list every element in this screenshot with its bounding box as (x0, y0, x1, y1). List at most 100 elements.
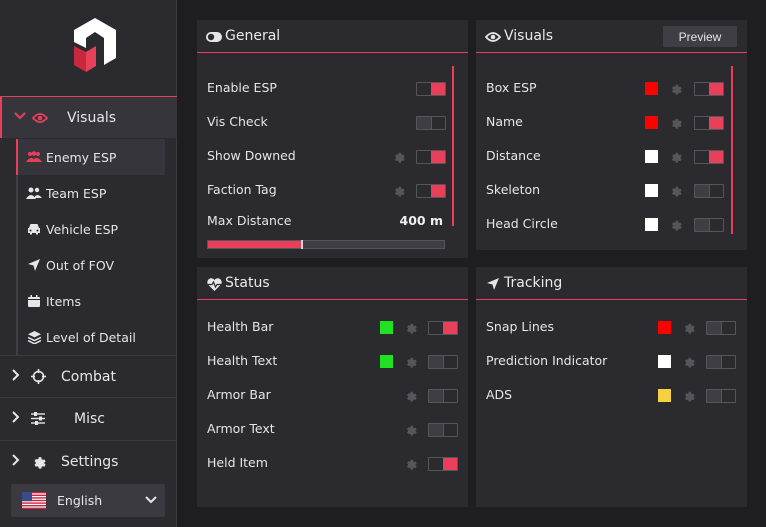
armor-bar-toggle[interactable] (428, 389, 458, 403)
nav-visuals[interactable]: Visuals (0, 96, 177, 138)
sidebar-item-level-of-detail[interactable]: Level of Detail (16, 319, 165, 355)
gear-icon[interactable] (404, 355, 417, 368)
color-swatch[interactable] (658, 389, 671, 402)
held-item-toggle[interactable] (428, 457, 458, 471)
nav-combat[interactable]: Combat (0, 355, 177, 397)
panel-title: General (225, 28, 281, 44)
sidebar-item-label: Items (46, 293, 81, 309)
setting-label: Health Text (207, 353, 278, 368)
sidebar-item-label: Level of Detail (46, 329, 136, 345)
setting-row-name: Name (476, 105, 747, 139)
gear-icon[interactable] (682, 321, 695, 334)
box-esp-toggle[interactable] (694, 82, 724, 96)
color-swatch[interactable] (658, 355, 671, 368)
color-swatch[interactable] (380, 355, 393, 368)
gear-icon[interactable] (682, 355, 695, 368)
sidebar-item-enemy-esp[interactable]: Enemy ESP (16, 139, 165, 175)
scrollbar[interactable] (731, 66, 733, 234)
gear-icon[interactable] (404, 321, 417, 334)
setting-label: Skeleton (486, 182, 541, 197)
setting-label: Held Item (207, 455, 268, 470)
setting-label: Box ESP (486, 80, 537, 95)
head-circle-toggle[interactable] (694, 218, 724, 232)
sidebar-item-out-of-fov[interactable]: Out of FOV (16, 247, 165, 283)
sidebar-item-team-esp[interactable]: Team ESP (16, 175, 165, 211)
nav-settings[interactable]: Settings (0, 440, 177, 482)
eye-icon (32, 110, 48, 126)
calendar-icon (26, 293, 42, 309)
sidebar-item-vehicle-esp[interactable]: Vehicle ESP (16, 211, 165, 247)
color-swatch[interactable] (658, 321, 671, 334)
armor-text-toggle[interactable] (428, 423, 458, 437)
visuals-header: Visuals Preview (476, 20, 747, 53)
setting-row-ads: ADS (476, 378, 747, 412)
chevron-down-icon (145, 493, 157, 508)
vis-check-toggle[interactable] (416, 116, 446, 130)
setting-label: Prediction Indicator (486, 353, 608, 368)
color-swatch[interactable] (380, 321, 393, 334)
gear-icon[interactable] (682, 389, 695, 402)
gear-icon[interactable] (404, 389, 417, 402)
gear-icon[interactable] (392, 150, 405, 163)
ads-toggle[interactable] (706, 389, 736, 403)
sidebar-item-items[interactable]: Items (16, 283, 165, 319)
gear-icon[interactable] (669, 184, 682, 197)
color-swatch[interactable] (645, 184, 658, 197)
toggle-icon (206, 29, 222, 45)
setting-label: ADS (486, 387, 513, 402)
slider-handle[interactable] (301, 240, 304, 249)
nav-misc[interactable]: Misc (0, 397, 177, 439)
gear-icon[interactable] (392, 184, 405, 197)
max-distance-slider[interactable] (207, 240, 445, 249)
gear-icon[interactable] (669, 150, 682, 163)
eye-icon (485, 29, 501, 45)
general-panel: General Enable ESP Vis Check Show Downed… (197, 20, 468, 258)
show-downed-toggle[interactable] (416, 150, 446, 164)
us-flag-icon (22, 492, 46, 509)
faction-tag-toggle[interactable] (416, 184, 446, 198)
skeleton-toggle[interactable] (694, 184, 724, 198)
preview-button[interactable]: Preview (663, 26, 737, 47)
gear-icon[interactable] (404, 457, 417, 470)
distance-toggle[interactable] (694, 150, 724, 164)
setting-label: Distance (486, 148, 541, 163)
color-swatch[interactable] (645, 218, 658, 231)
health-bar-toggle[interactable] (428, 321, 458, 335)
setting-row-head-circle: Head Circle (476, 207, 747, 241)
heartbeat-icon (206, 276, 222, 292)
setting-label: Vis Check (207, 114, 268, 129)
color-swatch[interactable] (645, 150, 658, 163)
gear-icon (30, 454, 46, 470)
layers-icon (26, 329, 42, 345)
setting-row-armor-text: Armor Text (197, 412, 468, 446)
setting-row-armor-bar: Armor Bar (197, 378, 468, 412)
gear-icon[interactable] (669, 82, 682, 95)
setting-label: Armor Text (207, 421, 275, 436)
color-swatch[interactable] (645, 116, 658, 129)
scrollbar[interactable] (452, 66, 454, 226)
status-panel: Status Health Bar Health Text Armor Bar Arm… (197, 267, 468, 507)
gear-icon[interactable] (404, 423, 417, 436)
enable-esp-toggle[interactable] (416, 82, 446, 96)
sidebar-item-label: Out of FOV (46, 257, 115, 273)
nav-misc-label: Misc (74, 410, 105, 427)
panel-title: Tracking (504, 275, 563, 291)
gear-icon[interactable] (669, 116, 682, 129)
users-icon (26, 149, 42, 165)
setting-row-vis-check: Vis Check (197, 105, 468, 139)
name-toggle[interactable] (694, 116, 724, 130)
snap-lines-toggle[interactable] (706, 321, 736, 335)
health-text-toggle[interactable] (428, 355, 458, 369)
setting-label: Enable ESP (207, 80, 277, 95)
gear-icon[interactable] (669, 218, 682, 231)
prediction-indicator-toggle[interactable] (706, 355, 736, 369)
general-header: General (197, 20, 468, 53)
setting-row-enable-esp: Enable ESP (197, 71, 468, 105)
tracking-header: Tracking (476, 267, 747, 300)
panel-title: Status (225, 275, 270, 291)
language-select[interactable]: English (11, 484, 165, 517)
sidebar-item-label: Team ESP (46, 185, 107, 201)
car-icon (26, 221, 42, 237)
color-swatch[interactable] (645, 82, 658, 95)
user-group-icon (26, 185, 42, 201)
